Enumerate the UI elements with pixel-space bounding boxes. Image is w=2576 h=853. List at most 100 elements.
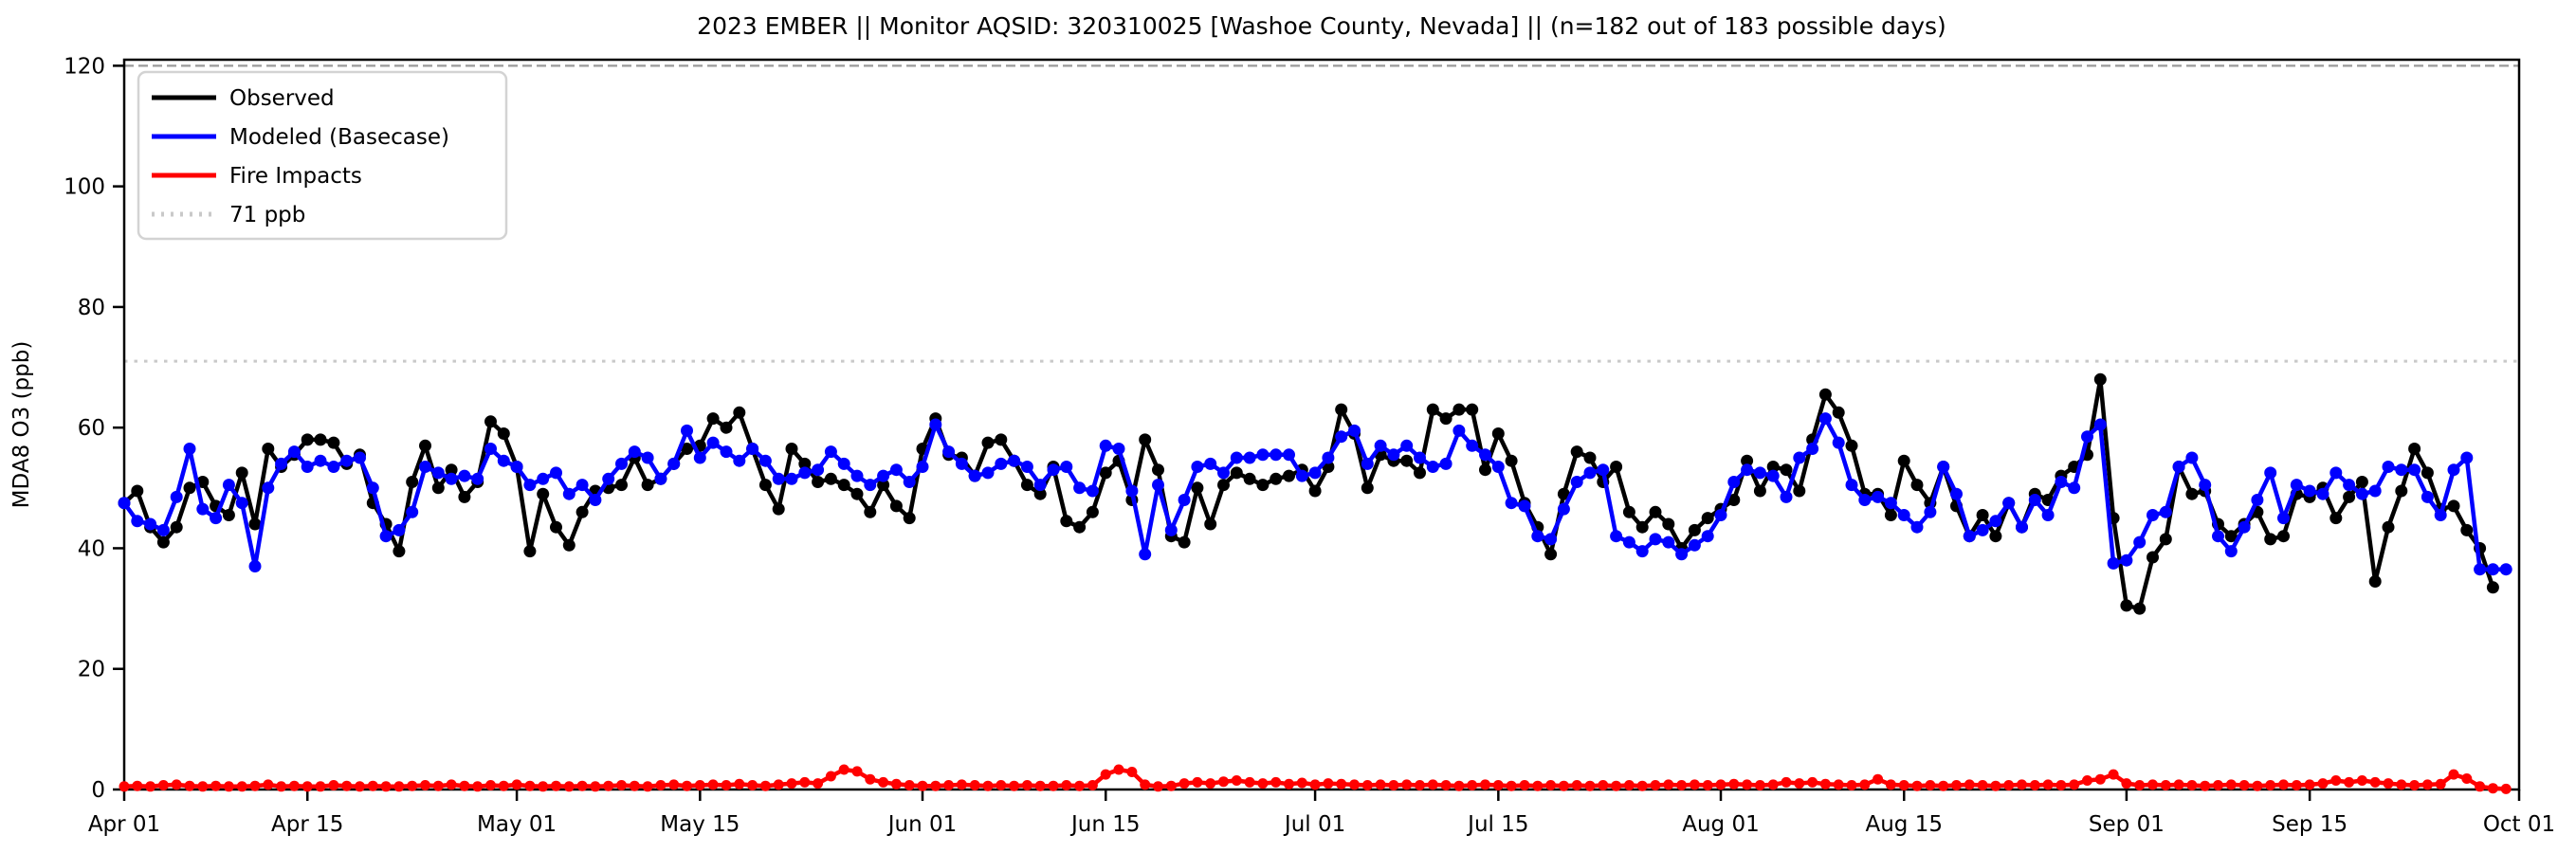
x-tick-label: Aug 01 <box>1682 812 1760 837</box>
data-point <box>1898 780 1909 790</box>
data-point <box>248 517 262 531</box>
data-point <box>981 466 995 480</box>
data-point <box>1453 780 1465 791</box>
data-point <box>1099 439 1112 452</box>
data-point <box>1296 777 1307 789</box>
data-point <box>1676 780 1688 790</box>
plot-area <box>122 58 2521 791</box>
data-point <box>1963 530 1976 543</box>
data-point <box>1951 780 1962 790</box>
data-point <box>1557 487 1570 500</box>
data-point <box>1048 780 1059 791</box>
data-point <box>1400 439 1414 452</box>
data-point <box>2120 554 2133 567</box>
data-point <box>170 520 183 534</box>
legend-label-4: 71 ppb <box>229 203 305 227</box>
data-point <box>1873 773 1884 785</box>
data-point <box>747 780 758 790</box>
data-point <box>354 451 366 464</box>
x-tick-label: Jun 15 <box>1069 812 1141 837</box>
data-point <box>786 778 797 789</box>
y-tick-label: 20 <box>78 658 105 682</box>
data-point <box>2500 783 2512 794</box>
data-point <box>1191 461 1204 473</box>
data-point <box>1885 779 1896 790</box>
data-point <box>2238 780 2250 790</box>
data-point <box>2200 780 2211 791</box>
data-point <box>249 780 261 791</box>
data-point <box>758 479 772 492</box>
data-point <box>262 443 275 455</box>
data-point <box>314 433 327 446</box>
data-point <box>1635 520 1649 534</box>
series-line <box>122 377 2495 611</box>
data-point <box>641 451 654 464</box>
data-point <box>1020 479 1033 492</box>
data-point <box>707 779 719 790</box>
data-point <box>2068 481 2081 495</box>
data-point <box>1060 515 1073 528</box>
series-observed <box>118 372 2499 615</box>
data-point <box>1689 779 1700 790</box>
data-point <box>2264 466 2277 480</box>
data-point <box>2382 520 2395 534</box>
data-point <box>904 780 915 790</box>
data-point <box>1204 457 1217 470</box>
data-point <box>1086 484 1099 498</box>
data-point <box>1793 451 1806 464</box>
data-point <box>1597 463 1610 477</box>
data-point <box>2093 418 2107 431</box>
data-point <box>930 780 941 791</box>
data-point <box>2185 487 2199 500</box>
data-point <box>1361 780 1373 790</box>
data-point <box>2355 476 2368 488</box>
y-tick-label: 0 <box>91 778 105 803</box>
data-point <box>1766 461 1780 473</box>
data-point <box>1073 481 1087 495</box>
data-point <box>2383 778 2394 789</box>
data-point <box>2264 533 2277 546</box>
x-tick-label: Sep 01 <box>2089 812 2165 837</box>
y-axis-label: MDA8 O3 (ppb) <box>9 341 34 509</box>
data-point <box>1570 476 1583 488</box>
data-point <box>2368 484 2382 498</box>
data-point <box>1505 454 1518 467</box>
data-point <box>355 781 365 792</box>
data-point <box>1152 479 1164 492</box>
data-point <box>2461 773 2473 784</box>
series-layer <box>118 372 2512 794</box>
data-point <box>1139 433 1152 446</box>
data-point <box>1388 780 1399 790</box>
data-point <box>1323 778 1334 789</box>
data-point <box>903 512 916 525</box>
data-point <box>2343 479 2356 492</box>
data-point <box>248 560 262 572</box>
data-point <box>2421 779 2433 790</box>
data-point <box>1047 463 1060 477</box>
data-point <box>380 781 392 792</box>
data-point <box>445 472 458 485</box>
data-point <box>2225 779 2237 790</box>
y-tick-label: 80 <box>78 296 105 320</box>
data-point <box>562 538 575 552</box>
data-point <box>1845 479 1858 492</box>
data-point <box>1178 494 1191 506</box>
data-point <box>1544 533 1558 546</box>
data-point <box>838 764 850 775</box>
data-point <box>1701 530 1714 543</box>
data-point <box>889 499 903 513</box>
series-fire-impacts <box>119 764 2512 794</box>
data-point <box>2435 778 2446 789</box>
data-point <box>682 780 692 791</box>
data-point <box>1818 412 1832 426</box>
data-point <box>2082 775 2092 786</box>
data-point <box>222 479 235 492</box>
data-point <box>1833 779 1844 790</box>
data-point <box>301 781 313 792</box>
data-point <box>694 780 705 790</box>
data-point <box>562 487 575 500</box>
data-point <box>903 476 916 488</box>
data-point <box>1754 780 1765 790</box>
data-point <box>706 412 720 426</box>
data-point <box>2252 780 2263 791</box>
